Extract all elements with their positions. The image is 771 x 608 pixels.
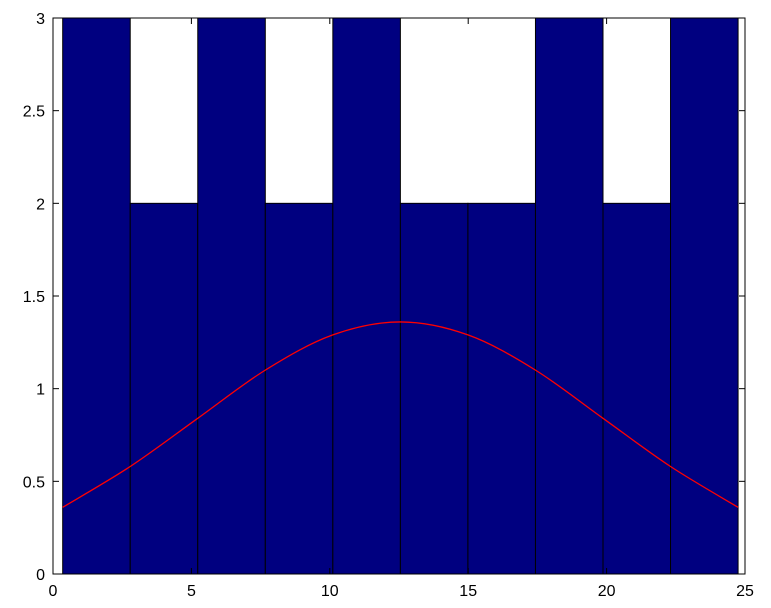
histogram-bar (129, 202, 199, 575)
histogram-bar (62, 17, 131, 575)
y-tick-label: 0 (36, 567, 45, 584)
y-tick-label: 2 (36, 196, 45, 213)
x-tick-label: 5 (187, 583, 196, 600)
histogram-bar (670, 17, 739, 575)
y-tick-label: 1 (36, 382, 45, 399)
fit-curve-layer (62, 321, 739, 508)
y-axis-tick-labels: 0 0.5 1 1.5 2 2.5 3 (23, 11, 45, 584)
histogram-bar (467, 202, 536, 575)
y-tick-label: 2.5 (23, 104, 45, 121)
x-tick-label: 10 (321, 583, 339, 600)
x-axis-tick-labels: 0 5 10 15 20 25 (49, 583, 754, 600)
histogram-bar (534, 17, 604, 575)
x-tick-label: 25 (736, 583, 754, 600)
axis-ticks (52, 17, 746, 575)
y-tick-label: 3 (36, 11, 45, 28)
histogram-bar (602, 202, 672, 575)
histogram-bar (197, 17, 266, 575)
histogram-bar (399, 202, 469, 575)
histogram-bar (264, 202, 334, 575)
bars-layer (62, 17, 739, 575)
fit-curve-line (62, 321, 739, 508)
x-tick-label: 0 (49, 583, 58, 600)
x-tick-label: 15 (459, 583, 477, 600)
y-tick-label: 1.5 (23, 289, 45, 306)
x-tick-label: 20 (598, 583, 616, 600)
y-tick-label: 0.5 (23, 474, 45, 491)
histogram-bar (332, 17, 401, 575)
